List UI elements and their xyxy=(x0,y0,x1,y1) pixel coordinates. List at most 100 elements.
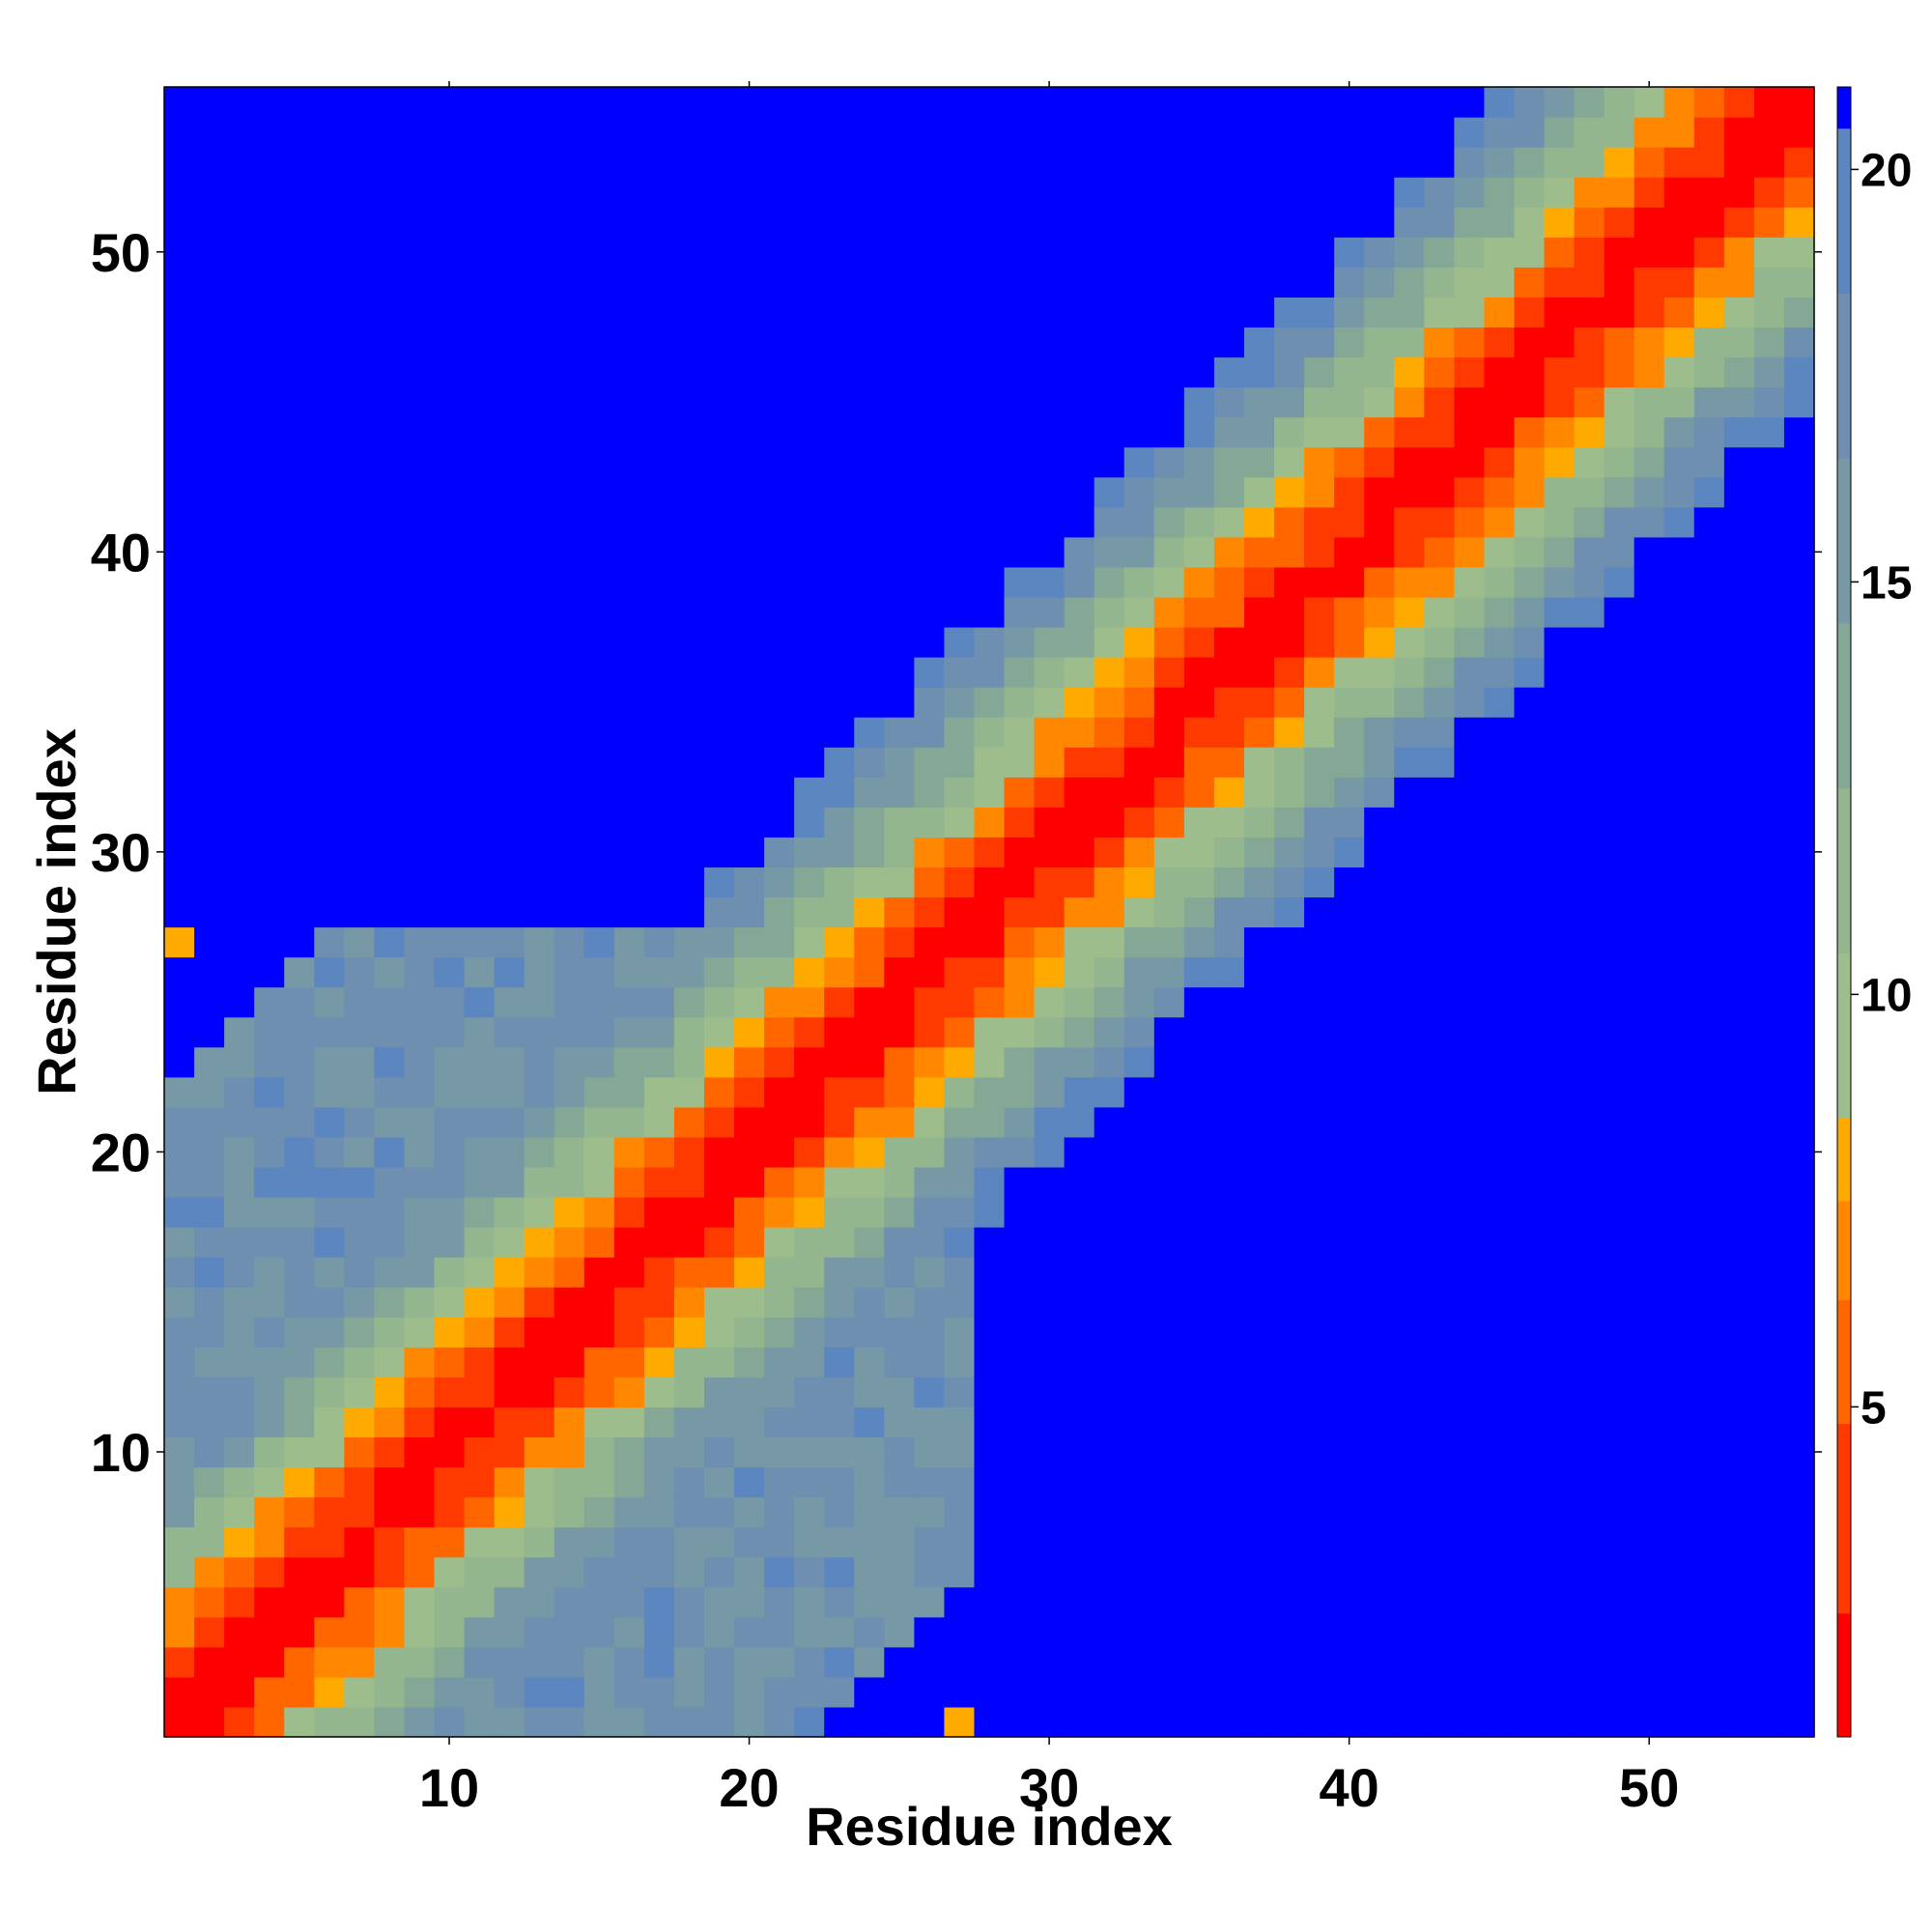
heatmap-cell xyxy=(1484,837,1516,868)
heatmap-cell xyxy=(224,267,255,298)
heatmap-cell xyxy=(764,986,795,1018)
heatmap-cell xyxy=(613,1347,645,1378)
heatmap-cell xyxy=(1604,867,1635,898)
heatmap-cell xyxy=(1364,1016,1395,1048)
heatmap-cell xyxy=(613,1526,645,1558)
heatmap-cell xyxy=(524,267,555,298)
heatmap-cell xyxy=(1723,626,1755,658)
heatmap-cell xyxy=(1484,747,1516,778)
heatmap-cell xyxy=(1064,1317,1095,1348)
heatmap-cell xyxy=(1183,1706,1215,1738)
heatmap-cell xyxy=(1243,717,1275,748)
heatmap-cell xyxy=(824,837,855,868)
heatmap-cell xyxy=(314,1406,345,1438)
heatmap-cell xyxy=(703,117,735,148)
heatmap-cell xyxy=(434,1076,466,1108)
heatmap-cell xyxy=(1604,1136,1635,1168)
heatmap-cell xyxy=(794,1317,825,1348)
heatmap-cell xyxy=(703,416,735,448)
heatmap-cell xyxy=(1723,1436,1755,1468)
heatmap-cell xyxy=(914,1317,946,1348)
heatmap-cell xyxy=(1663,867,1695,898)
heatmap-cell xyxy=(1213,896,1245,928)
heatmap-cell xyxy=(1213,1227,1245,1258)
heatmap-cell xyxy=(1004,1556,1036,1588)
heatmap-cell xyxy=(284,956,315,988)
heatmap-cell xyxy=(1454,1197,1485,1228)
heatmap-cell xyxy=(1574,1106,1605,1138)
heatmap-cell xyxy=(1663,1616,1695,1648)
heatmap-cell xyxy=(703,926,735,958)
heatmap-cell xyxy=(1424,1676,1455,1708)
heatmap-cell xyxy=(673,1076,705,1108)
heatmap-cell xyxy=(434,1197,466,1228)
heatmap-cell xyxy=(254,1016,285,1048)
heatmap-cell xyxy=(1424,267,1455,298)
heatmap-cell xyxy=(254,777,285,808)
heatmap-cell xyxy=(1783,566,1815,598)
heatmap-cell xyxy=(1574,1466,1605,1498)
heatmap-cell xyxy=(1183,1166,1215,1198)
heatmap-cell xyxy=(1723,1676,1755,1708)
heatmap-cell xyxy=(284,356,315,388)
heatmap-cell xyxy=(613,566,645,598)
heatmap-cell xyxy=(1663,807,1695,838)
heatmap-cell xyxy=(344,1136,375,1168)
heatmap-cell xyxy=(284,1347,315,1378)
heatmap-cell xyxy=(1153,386,1185,418)
heatmap-cell xyxy=(794,536,825,568)
heatmap-cell xyxy=(824,807,855,838)
heatmap-cell xyxy=(703,1377,735,1407)
heatmap-cell xyxy=(1663,1136,1695,1168)
heatmap-cell xyxy=(1334,1556,1365,1588)
heatmap-cell xyxy=(794,87,825,118)
heatmap-cell xyxy=(194,566,225,598)
heatmap-cell xyxy=(1663,506,1695,538)
heatmap-cell xyxy=(1514,207,1546,238)
heatmap-cell xyxy=(1693,237,1725,268)
heatmap-cell xyxy=(254,1526,285,1558)
heatmap-cell xyxy=(673,1166,705,1198)
heatmap-cell xyxy=(1243,536,1275,568)
heatmap-cell xyxy=(1693,566,1725,598)
heatmap-cell xyxy=(613,1406,645,1438)
heatmap-cell xyxy=(1304,1136,1335,1168)
heatmap-cell xyxy=(1514,386,1546,418)
heatmap-cell xyxy=(1514,1106,1546,1138)
heatmap-cell xyxy=(1274,1436,1305,1468)
heatmap-cell xyxy=(643,657,675,688)
heatmap-cell xyxy=(1723,446,1755,478)
heatmap-cell xyxy=(344,416,375,448)
heatmap-cell xyxy=(703,1706,735,1738)
heatmap-cell xyxy=(1064,1136,1095,1168)
heatmap-cell xyxy=(824,1706,855,1738)
heatmap-cell xyxy=(1514,1197,1546,1228)
heatmap-cell xyxy=(1604,87,1635,118)
heatmap-cell xyxy=(314,356,345,388)
heatmap-cell xyxy=(434,147,466,178)
heatmap-cell xyxy=(764,1136,795,1168)
heatmap-cell xyxy=(1243,327,1275,358)
heatmap-cell xyxy=(1634,87,1665,118)
heatmap-cell xyxy=(1394,1016,1425,1048)
heatmap-cell xyxy=(524,837,555,868)
heatmap-cell xyxy=(1514,717,1546,748)
heatmap-cell xyxy=(464,207,496,238)
heatmap-cell xyxy=(1693,297,1725,328)
heatmap-cell xyxy=(1094,1197,1125,1228)
heatmap-cell xyxy=(974,807,1006,838)
heatmap-cell xyxy=(643,747,675,778)
heatmap-cell xyxy=(583,1347,615,1378)
heatmap-cell xyxy=(1183,1287,1215,1318)
y-tick-label: 10 xyxy=(91,1422,151,1483)
heatmap-cell xyxy=(1454,536,1485,568)
heatmap-cell xyxy=(974,717,1006,748)
heatmap-cell xyxy=(794,926,825,958)
heatmap-cell xyxy=(703,386,735,418)
heatmap-cell xyxy=(1394,1616,1425,1648)
heatmap-cell xyxy=(1514,147,1546,178)
heatmap-cell xyxy=(224,626,255,658)
heatmap-cell xyxy=(974,657,1006,688)
heatmap-cell xyxy=(1634,807,1665,838)
heatmap-cell xyxy=(1544,986,1576,1018)
